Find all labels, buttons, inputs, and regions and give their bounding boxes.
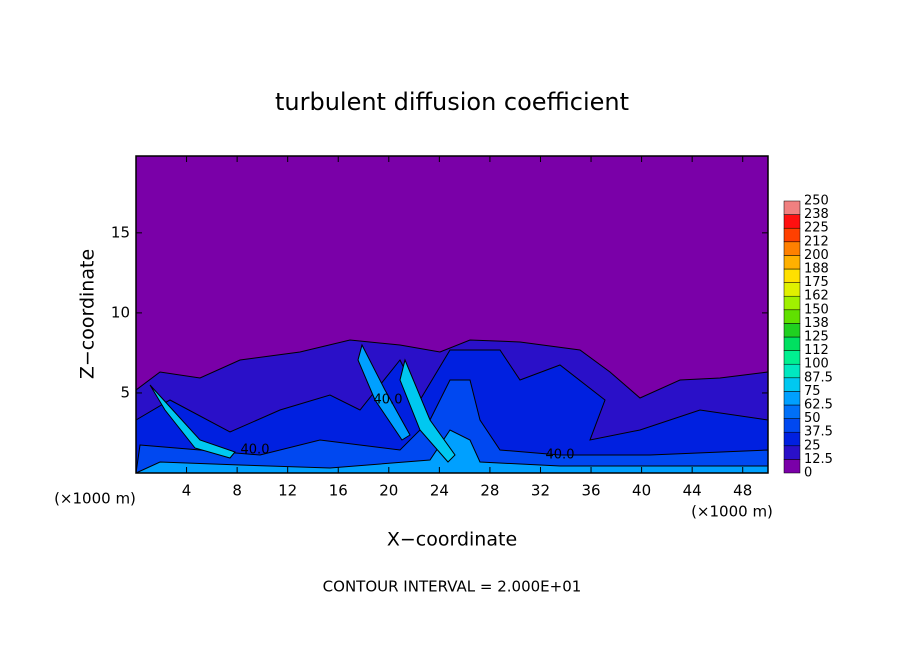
colorbar-swatch — [783, 282, 801, 297]
colorbar-swatch — [783, 268, 801, 283]
colorbar-swatch — [783, 363, 801, 379]
colorbar-swatch — [783, 350, 801, 365]
colorbar-label: 0 — [804, 466, 812, 481]
colorbar-swatch — [783, 241, 801, 256]
x-unit-label: (×1000 m) — [691, 503, 773, 521]
x-axis-label: X−coordinate — [387, 529, 517, 551]
colorbar-label: 87.5 — [804, 370, 833, 385]
colorbar-swatch — [783, 391, 801, 406]
y-tick-label: 10 — [111, 303, 130, 321]
colorbar-swatch — [783, 200, 801, 215]
x-tick-label: 44 — [683, 482, 702, 500]
colorbar-swatch — [783, 459, 801, 474]
chart-title: turbulent diffusion coefficient — [275, 88, 629, 116]
plot-frame — [135, 155, 769, 474]
colorbar-swatch — [783, 404, 801, 419]
x-tick-label: 4 — [182, 482, 192, 500]
colorbar-label: 200 — [804, 248, 829, 263]
colorbar-swatch — [783, 323, 801, 338]
x-tick-label: 12 — [278, 482, 297, 500]
colorbar-label: 12.5 — [804, 452, 833, 467]
field-shape — [149, 384, 236, 459]
colorbar-swatch — [783, 214, 801, 229]
colorbar-swatch — [783, 336, 801, 351]
colorbar-label: 125 — [804, 330, 829, 345]
x-tick-label: 40 — [632, 482, 651, 500]
field — [135, 156, 769, 474]
colorbar-label: 112 — [804, 343, 829, 358]
x-tick-label: 20 — [379, 482, 398, 500]
x-tick-label: 8 — [232, 482, 242, 500]
footnote: CONTOUR INTERVAL = 2.000E+01 — [323, 578, 582, 596]
colorbar-label: 175 — [804, 275, 829, 290]
y-unit-label: (×1000 m) — [54, 490, 136, 508]
field-shape — [357, 343, 411, 441]
colorbar-label: 238 — [804, 207, 829, 222]
colorbar-swatch — [783, 377, 801, 392]
colorbar-label: 100 — [804, 357, 829, 372]
x-tick-label: 16 — [329, 482, 348, 500]
y-tick-label: 5 — [120, 383, 130, 401]
colorbar-label: 75 — [804, 384, 821, 399]
x-tick-label: 28 — [480, 482, 499, 500]
contour-label: 40.0 — [546, 448, 575, 463]
colorbar-swatch — [783, 227, 801, 243]
colorbar-label: 188 — [804, 262, 829, 277]
colorbar-swatch — [783, 295, 801, 311]
y-axis-label: Z−coordinate — [77, 249, 99, 379]
colorbar-label: 150 — [804, 302, 829, 317]
contour-label: 40.0 — [241, 443, 270, 458]
x-tick-label: 36 — [581, 482, 600, 500]
colorbar-label: 37.5 — [804, 425, 833, 440]
x-tick-label: 24 — [430, 482, 449, 500]
contour-label: 40.0 — [374, 393, 403, 408]
colorbar-label: 225 — [804, 221, 829, 236]
colorbar-label: 250 — [804, 194, 829, 209]
colorbar-swatch — [783, 255, 801, 270]
field-shape — [399, 358, 456, 463]
colorbar-label: 138 — [804, 316, 829, 331]
colorbar-swatch — [783, 309, 801, 324]
colorbar-label: 50 — [804, 411, 821, 426]
colorbar-swatch — [783, 431, 801, 447]
colorbar-swatch — [783, 445, 801, 460]
colorbar-label: 25 — [804, 438, 821, 453]
x-tick-label: 32 — [531, 482, 550, 500]
x-tick-label: 48 — [733, 482, 752, 500]
y-tick-label: 15 — [111, 223, 130, 241]
colorbar-swatch — [783, 418, 801, 433]
colorbar-label: 212 — [804, 234, 829, 249]
colorbar-label: 62.5 — [804, 398, 833, 413]
colorbar-label: 162 — [804, 289, 829, 304]
